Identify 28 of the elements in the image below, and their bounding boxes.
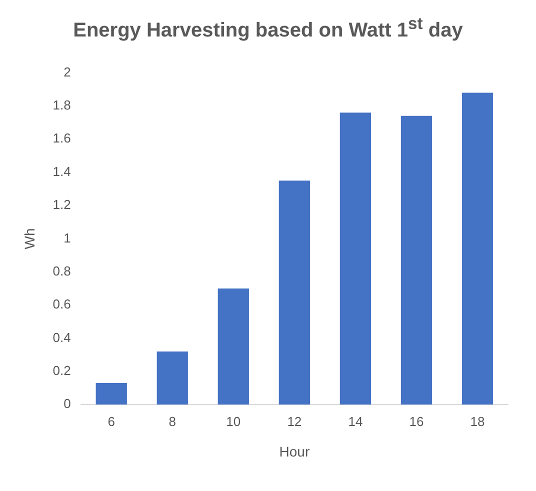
- bar: [400, 116, 432, 404]
- bar: [278, 180, 310, 404]
- x-tick-label: 6: [108, 414, 115, 429]
- x-tick-label: 8: [168, 414, 176, 429]
- y-tick-label: 1.8: [52, 97, 71, 112]
- y-tick-label: 2: [64, 64, 71, 80]
- y-tick-label: 0: [64, 396, 71, 411]
- bar: [156, 351, 188, 404]
- y-tick-label: 0.8: [52, 263, 71, 278]
- y-tick-label: 0.2: [52, 362, 71, 378]
- y-tick-label: 1.4: [52, 164, 71, 179]
- bar: [340, 112, 372, 404]
- y-tick-label: 1.6: [52, 130, 71, 146]
- y-tick-label: 0.4: [52, 329, 71, 344]
- x-tick-label: 10: [226, 414, 241, 429]
- y-tick-label: 1.2: [52, 196, 71, 212]
- x-tick-label: 14: [348, 414, 363, 429]
- x-tick-label: 16: [409, 414, 424, 429]
- y-tick-label: 1: [64, 230, 71, 245]
- x-axis-title: Hour: [279, 443, 310, 460]
- y-tick-label: 0.6: [52, 296, 71, 312]
- x-tick-label: 18: [470, 414, 485, 429]
- y-axis-title: Wh: [21, 228, 38, 249]
- bar: [96, 382, 127, 404]
- bar: [462, 92, 494, 404]
- bar: [218, 288, 249, 404]
- chart-title: Energy Harvesting based on Watt 1$^{st}$ day: [72, 13, 464, 44]
- x-tick-label: 12: [287, 414, 302, 429]
